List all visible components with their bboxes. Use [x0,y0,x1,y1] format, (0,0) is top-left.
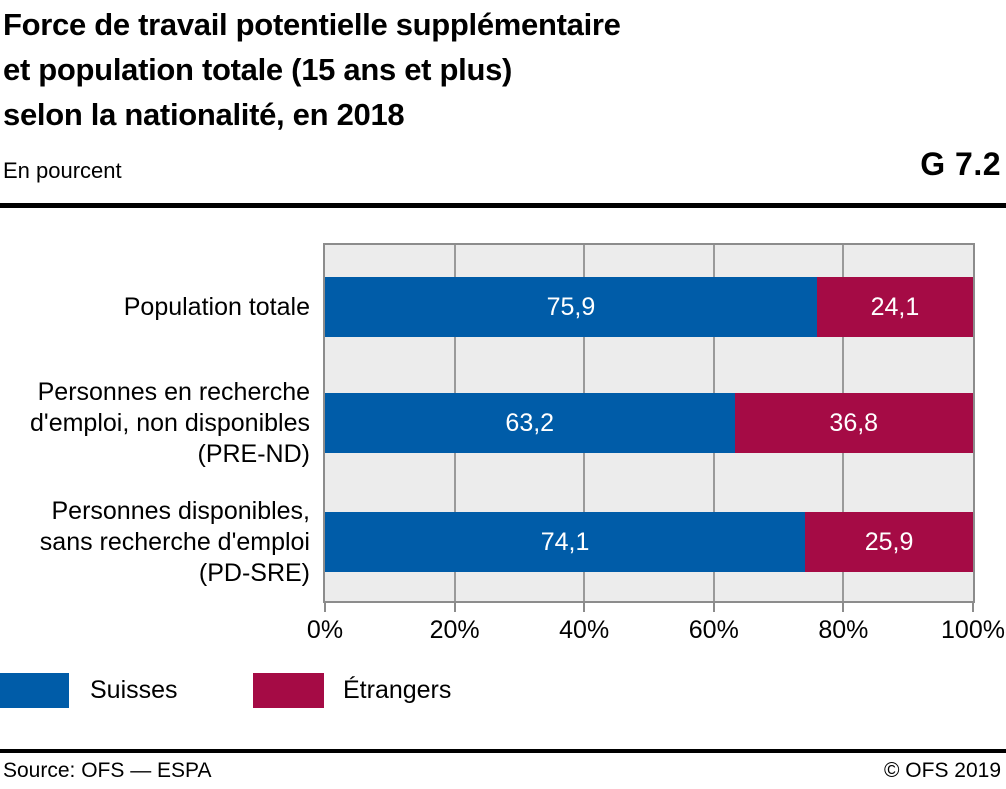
chart-title-line-1: Force de travail potentielle supplémenta… [3,7,621,42]
x-tick-40 [583,603,586,612]
chart-subtitle: En pourcent [3,158,122,183]
bar-value-label: 24,1 [870,292,920,321]
legend-swatch-2 [253,673,324,708]
bar-segment-suisses: 74,1 [325,512,806,572]
footer-divider [0,749,1006,753]
bar-row-3: 74,1 25,9 [325,512,973,572]
bar-segment-suisses: 63,2 [325,393,735,453]
x-tick-60 [712,603,715,612]
bar-value-label: 36,8 [829,408,879,437]
x-tick-label-100: 100% [941,616,1005,644]
x-tick-80 [842,603,845,612]
x-tick-label-20: 20% [429,616,480,644]
bar-segment-étrangers: 25,9 [805,512,973,572]
chart-title-line-3: selon la nationalité, en 2018 [3,97,405,132]
category-label-line: (PRE-ND) [197,439,311,468]
category-label-line: (PD-SRE) [198,558,310,587]
chart-title-line-2: et population totale (15 ans et plus) [3,52,513,87]
x-tick-100 [972,603,974,612]
source-note: Source: OFS — ESPA [3,759,212,782]
category-label-line: Personnes disponibles, [51,496,311,525]
header-divider [0,203,1006,208]
bar-segment-étrangers: 36,8 [734,393,973,453]
bar-value-label: 75,9 [546,292,596,321]
bar-value-label: 74,1 [540,527,590,556]
category-label-1: Population totale [0,248,310,366]
copyright-note: © OFS 2019 [883,759,1001,782]
chart-title: Force de travail potentielle supplémenta… [3,2,621,137]
category-label-line: sans recherche d'emploi [39,527,310,556]
category-label-line: d'emploi, non disponibles [30,408,310,437]
x-tick-label-80: 80% [818,616,869,644]
category-label-2: Personnes en recherche d'emploi, non disp… [0,364,310,482]
legend-swatch-1 [0,673,69,708]
category-label-line: Population totale [123,292,310,321]
x-tick-label-40: 40% [559,616,610,644]
figure-id: G 7.2 [920,146,1001,182]
x-tick-0 [324,603,326,612]
bar-row-2: 63,2 36,8 [325,393,973,453]
bar-segment-suisses: 75,9 [325,277,817,337]
bar-segment-étrangers: 24,1 [816,277,973,337]
x-tick-label-60: 60% [688,616,739,644]
bar-value-label: 25,9 [864,527,914,556]
x-tick-label-0: 0% [306,616,344,644]
plot-area: 75,9 24,1 63,2 36,8 74,1 25,9 [323,243,975,603]
category-label-line: Personnes en recherche [37,377,310,406]
bar-value-label: 63,2 [505,408,555,437]
legend-label-1: Suisses [90,676,178,704]
legend-label-2: Étrangers [343,676,452,704]
category-label-3: Personnes disponibles, sans recherche d'e… [0,483,310,601]
bar-row-1: 75,9 24,1 [325,277,973,337]
x-tick-20 [453,603,456,612]
